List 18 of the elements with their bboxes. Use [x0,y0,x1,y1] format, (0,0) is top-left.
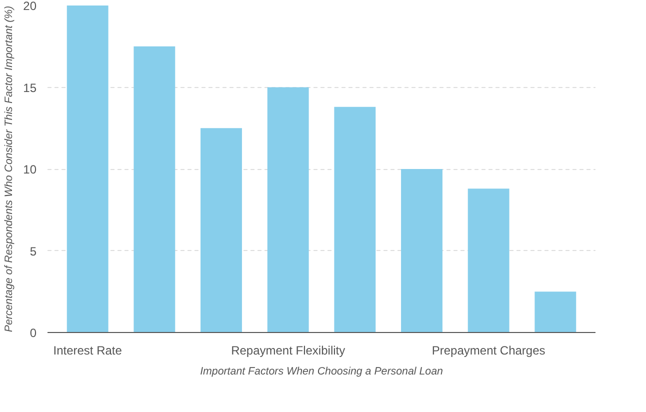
bar [134,46,176,332]
y-tick-label: 10 [23,162,37,176]
y-tick-label: 0 [30,326,37,340]
bar [334,106,376,332]
bar [66,6,108,332]
y-tick-label: 15 [23,80,37,95]
bar [200,128,242,332]
bar [401,169,442,332]
x-tick-label: Interest Rate [53,344,122,358]
y-tick-label: 20 [23,0,37,13]
x-axis-title: Important Factors When Choosing a Personal Loan [200,366,443,378]
y-tick-label: 5 [30,244,37,258]
y-axis-title: Percentage of Respondents Who Consider This Factor Important (%) [3,6,16,332]
bar [468,188,510,332]
x-tick-label: Prepayment Charges [432,344,546,358]
x-tick-label: Repayment Flexibility [231,344,346,358]
bar [534,292,576,332]
bar [267,87,309,332]
